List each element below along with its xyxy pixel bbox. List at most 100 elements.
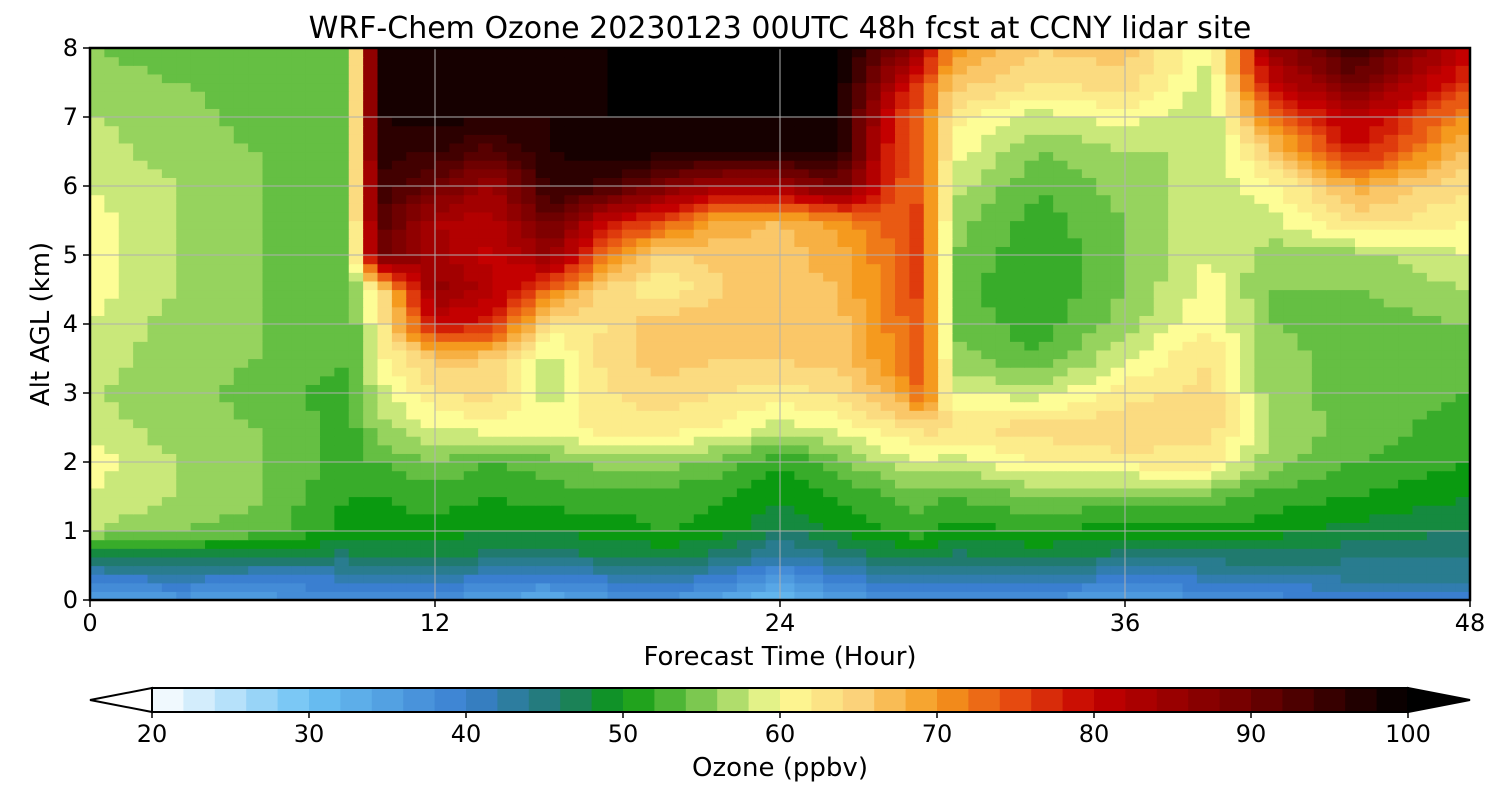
heatmap-cell	[492, 548, 508, 558]
heatmap-cell	[981, 444, 997, 454]
heatmap-cell	[463, 194, 479, 204]
heatmap-cell	[118, 418, 134, 429]
heatmap-cell	[751, 487, 767, 498]
heatmap-cell	[334, 332, 350, 342]
heatmap-cell	[391, 574, 407, 584]
heatmap-cell	[334, 548, 350, 558]
heatmap-cell	[1182, 384, 1198, 394]
heatmap-cell	[837, 358, 853, 368]
heatmap-cell	[1412, 548, 1428, 558]
heatmap-cell	[391, 462, 407, 472]
heatmap-cell	[923, 522, 939, 532]
heatmap-cell	[1139, 513, 1155, 523]
heatmap-cell	[995, 574, 1011, 584]
heatmap-cell	[736, 272, 752, 282]
heatmap-cell	[621, 418, 637, 429]
heatmap-cell	[161, 324, 177, 334]
heatmap-cell	[1254, 246, 1270, 256]
heatmap-cell	[1067, 332, 1083, 342]
heatmap-cell	[276, 591, 292, 601]
heatmap-cell	[1412, 375, 1428, 385]
heatmap-cell	[1355, 505, 1370, 515]
heatmap-cell	[276, 436, 292, 446]
heatmap-cell	[851, 315, 867, 325]
heatmap-cell	[722, 289, 738, 299]
heatmap-cell	[233, 496, 249, 506]
heatmap-cell	[837, 470, 853, 480]
heatmap-cell	[391, 341, 407, 351]
heatmap-cell	[765, 591, 781, 601]
heatmap-cell	[1426, 263, 1442, 273]
heatmap-cell	[90, 263, 105, 273]
heatmap-cell	[363, 237, 379, 247]
heatmap-cell	[1225, 211, 1241, 222]
heatmap-cell	[1081, 539, 1097, 549]
heatmap-cell	[1096, 306, 1112, 316]
heatmap-cell	[305, 444, 321, 454]
heatmap-cell	[1024, 591, 1040, 601]
heatmap-cell	[449, 479, 465, 489]
heatmap-cell	[1441, 436, 1457, 446]
heatmap-cell	[506, 272, 522, 282]
heatmap-cell	[435, 237, 450, 247]
heatmap-cell	[1211, 237, 1227, 247]
heatmap-cell	[593, 539, 609, 549]
heatmap-cell	[305, 479, 321, 489]
heatmap-cell	[1383, 151, 1399, 161]
heatmap-cell	[981, 186, 997, 196]
heatmap-cell	[420, 384, 436, 394]
heatmap-cell	[1038, 289, 1054, 299]
heatmap-cell	[276, 168, 292, 178]
heatmap-cell	[808, 151, 824, 161]
heatmap-cell	[535, 263, 551, 273]
heatmap-cell	[363, 470, 379, 480]
heatmap-cell	[1297, 272, 1313, 282]
heatmap-cell	[276, 367, 292, 377]
heatmap-cell	[406, 548, 422, 558]
heatmap-cell	[492, 565, 508, 575]
heatmap-cell	[147, 341, 163, 351]
heatmap-cell	[1254, 556, 1270, 567]
heatmap-cell	[794, 375, 810, 385]
heatmap-cell	[923, 436, 939, 446]
heatmap-cell	[276, 186, 292, 196]
heatmap-cell	[679, 194, 695, 204]
heatmap-cell	[291, 298, 307, 308]
heatmap-cell	[1010, 298, 1025, 308]
heatmap-cell	[1412, 436, 1428, 446]
heatmap-cell	[1225, 582, 1241, 592]
heatmap-cell	[564, 591, 580, 601]
heatmap-cell	[1268, 272, 1284, 282]
heatmap-cell	[1081, 401, 1097, 411]
heatmap-cell	[492, 444, 508, 454]
heatmap-cell	[621, 487, 637, 498]
heatmap-cell	[564, 513, 580, 523]
heatmap-cell	[578, 462, 594, 472]
heatmap-cell	[305, 384, 321, 394]
heatmap-cell	[463, 444, 479, 454]
heatmap-cell	[665, 160, 680, 170]
heatmap-cell	[909, 280, 925, 291]
heatmap-cell	[1053, 444, 1069, 454]
heatmap-cell	[794, 255, 810, 265]
heatmap-cell	[478, 496, 494, 506]
heatmap-cell	[1254, 470, 1270, 480]
heatmap-cell	[90, 513, 105, 523]
heatmap-cell	[722, 496, 738, 506]
heatmap-cell	[1340, 384, 1356, 394]
heatmap-cell	[895, 358, 910, 368]
heatmap-cell	[147, 375, 163, 385]
heatmap-cell	[923, 177, 939, 187]
heatmap-cell	[780, 255, 795, 265]
heatmap-cell	[794, 436, 810, 446]
heatmap-cell	[176, 513, 192, 523]
heatmap-cell	[851, 427, 867, 437]
heatmap-cell	[765, 513, 781, 523]
heatmap-cell	[1211, 324, 1227, 334]
heatmap-cell	[1268, 341, 1284, 351]
heatmap-cell	[1455, 574, 1471, 584]
heatmap-cell	[377, 513, 393, 523]
heatmap-cell	[276, 470, 292, 480]
heatmap-cell	[1168, 194, 1184, 204]
heatmap-cell	[190, 151, 206, 161]
